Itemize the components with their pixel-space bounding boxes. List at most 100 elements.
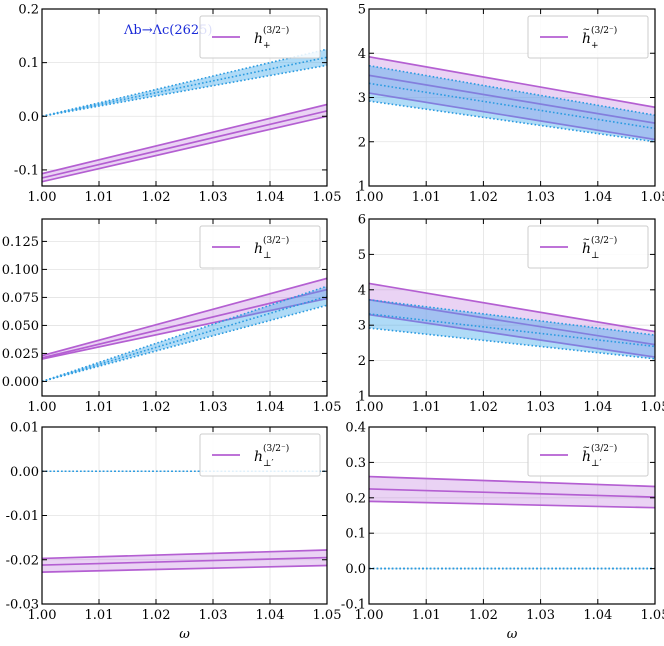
legend-box [199,433,321,477]
purple-lower-line [42,564,327,573]
y-tick-label: 0.4 [345,421,366,436]
x-tick-label: 1.02 [469,608,498,623]
band-fill-blue [369,299,655,359]
chart-panel-3: 1.00 1.01 1.02 1.03 1.04 1.05 0.000 0.025 0.050 0… [2,218,342,415]
y-tick-label: 0.1 [345,527,366,542]
x-axis-label: ω [179,627,190,642]
legend-box [527,433,649,477]
x-tick-label: 1.05 [641,608,664,623]
y-tick-label: 0.050 [2,319,39,334]
legend-box [199,15,321,59]
legend-sup: (3/2⁻) [263,443,289,454]
x-tick-label: 1.01 [412,608,441,623]
y-tick-label: 0.075 [2,291,39,306]
plot-frame [368,218,656,397]
x-tick-label: 1.00 [28,400,57,415]
blue-central-line [369,313,655,348]
blue-upper-line [42,48,327,118]
legend: h~⊥ (3/2⁻) [527,225,649,269]
y-tick-label: -0.02 [6,553,39,568]
legend-base: h [254,31,263,47]
plot-frame [41,218,328,397]
legend-box [527,15,649,59]
y-tick-label: 6 [358,213,366,228]
band-fill-purple [369,283,655,358]
purple-lower-line [42,297,327,360]
legend: h ⊥ (3/2⁻) [199,225,321,269]
legend-base: h [254,241,263,257]
x-axis-label: ω [507,627,518,642]
series-group [42,470,327,573]
series-group [42,48,327,183]
y-tick-label: 0.000 [2,375,39,390]
purple-upper-line [369,282,655,333]
purple-lower-line [369,92,655,141]
purple-upper-line [42,103,327,175]
x-tick-label: 1.04 [583,400,612,415]
x-tick-label: 1.00 [355,400,384,415]
series-group [369,475,655,570]
legend: h~+ (3/2⁻) [527,15,649,59]
y-tick-label: 4 [358,47,366,62]
purple-lower-line [369,500,655,509]
blue-upper-line [42,285,327,383]
y-tick-label: 0.2 [18,3,39,18]
legend-base: h [582,449,591,465]
blue-central-line [42,56,327,118]
purple-central-line [42,110,327,179]
x-tick-label: 1.01 [85,190,114,205]
y-tick-label: 5 [358,3,366,18]
y-tick-label: 4 [358,283,366,298]
y-tick-label: 3 [358,91,366,106]
purple-upper-line [369,475,655,488]
y-tick-label: 1 [358,390,366,405]
legend-sub: + [591,41,599,51]
legend: h + (3/2⁻) [199,15,321,59]
x-tick-label: 1.04 [583,608,612,623]
purple-central-line [42,556,327,566]
chart-panel-4: 1.00 1.01 1.02 1.03 1.04 1.05 1 2 3 4 5 6 h~⊥ (3/2⁻) [355,213,664,416]
x-tick-label: 1.05 [313,400,342,415]
y-tick-label: 0.125 [2,235,39,250]
purple-central-line [42,288,327,359]
legend-sup: (3/2⁻) [591,235,617,246]
purple-lower-line [369,313,655,358]
x-tick-label: 1.03 [526,608,555,623]
legend-sup: (3/2⁻) [263,235,289,246]
x-tick-label: 1.02 [469,400,498,415]
x-tick-label: 1.01 [412,190,441,205]
blue-central-line [369,82,655,130]
legend-box [527,225,649,269]
x-tick-label: 1.04 [583,190,612,205]
y-tick-label: 0.1 [18,56,39,71]
purple-central-line [369,298,655,346]
y-tick-label: 2 [358,354,366,369]
x-tick-label: 1.05 [313,608,342,623]
x-tick-label: 1.02 [142,400,171,415]
x-tick-label: 1.03 [526,400,555,415]
legend-sub: ⊥′ [263,459,274,469]
y-tick-label: -0.1 [341,598,366,613]
y-tick-label: 2 [358,135,366,150]
purple-upper-line [42,277,327,357]
purple-upper-line [42,549,327,560]
purple-central-line [369,488,655,498]
x-tick-label: 1.02 [142,190,171,205]
legend-accent: ~ [583,443,591,453]
x-tick-label: 1.01 [412,400,441,415]
x-tick-label: 1.05 [313,190,342,205]
chart-panel-5: 1.00 1.01 1.02 1.03 1.04 1.05 -0.03 -0.02 -0.01 0… [6,421,342,643]
x-tick-label: 1.00 [355,190,384,205]
blue-lower-line [369,327,655,360]
series-group [369,282,655,360]
x-tick-label: 1.05 [641,190,664,205]
legend-accent: ~ [583,235,591,245]
blue-lower-line [42,64,327,118]
y-tick-label: 0.025 [2,347,39,362]
blue-lower-line [369,100,655,143]
chart-panel-1: 1.00 1.01 1.02 1.03 1.04 1.05 -0.1 0.0 0.1 0.2 Λb→… [14,3,342,206]
y-tick-label: -0.03 [6,598,39,613]
y-tick-label: -0.1 [14,163,39,178]
blue-upper-line [369,64,655,116]
